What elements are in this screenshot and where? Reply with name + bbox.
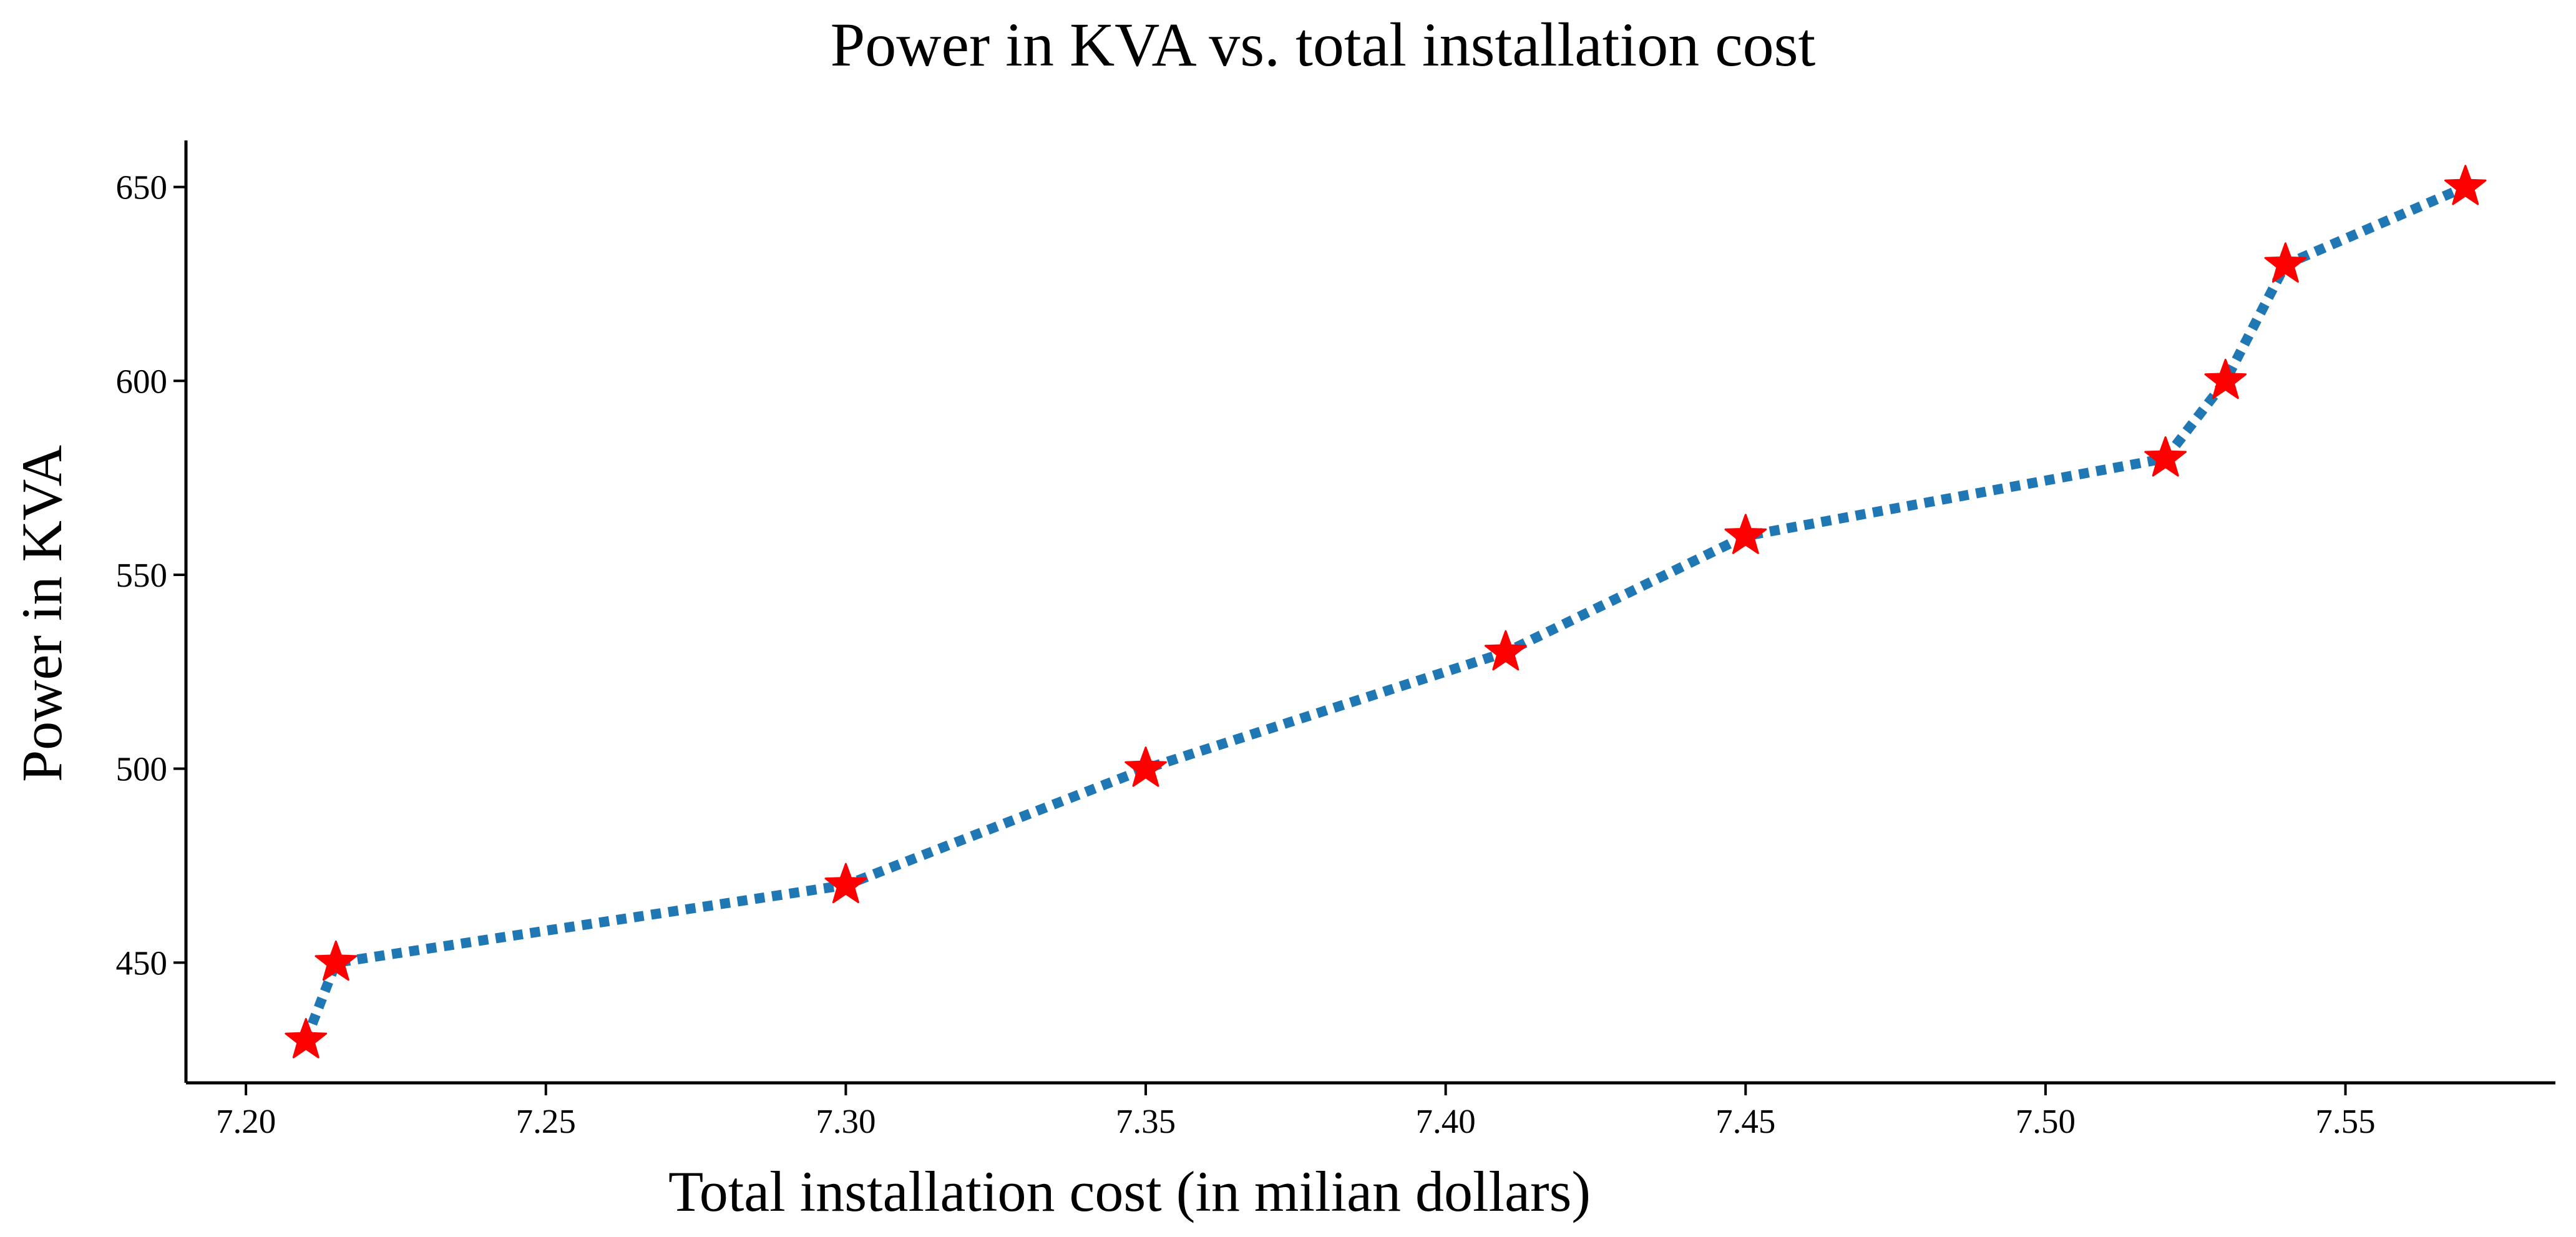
x-tick-label: 7.50: [2016, 1102, 2076, 1140]
data-point-star: [2264, 242, 2307, 283]
x-axis-label: Total installation cost (in milian dolla…: [668, 1160, 1591, 1223]
data-point-star: [1724, 514, 1767, 554]
x-tick-label: 7.30: [816, 1102, 876, 1140]
y-tick-label: 600: [116, 362, 168, 400]
x-tick-label: 7.20: [216, 1102, 276, 1140]
data-point-star: [1484, 630, 1527, 671]
plot-area: 7.20 7.25 7.30 7.35 7.40 7.45 7.50 7.55 450 500 55…: [116, 140, 2555, 1140]
data-point-star: [285, 1018, 328, 1059]
data-point-star: [2204, 358, 2247, 399]
y-tick-label: 500: [116, 750, 168, 788]
x-tick-label: 7.40: [1416, 1102, 1476, 1140]
data-point-star: [2444, 165, 2487, 205]
series-line: [301, 182, 2467, 1042]
data-point-star: [2144, 436, 2187, 477]
y-tick-label: 550: [116, 556, 168, 594]
x-tick-label: 7.55: [2315, 1102, 2375, 1140]
data-point-star: [824, 863, 867, 904]
y-axis-label: Power in KVA: [10, 445, 74, 782]
data-point-star: [1125, 746, 1167, 787]
x-tick-label: 7.45: [1715, 1102, 1775, 1140]
y-tick-label: 450: [116, 944, 168, 982]
chart-title: Power in KVA vs. total installation cost: [831, 10, 1816, 79]
y-tick-label: 650: [116, 169, 168, 207]
x-tick-label: 7.25: [516, 1102, 576, 1140]
data-point-star: [315, 940, 358, 981]
x-tick-label: 7.35: [1116, 1102, 1176, 1140]
